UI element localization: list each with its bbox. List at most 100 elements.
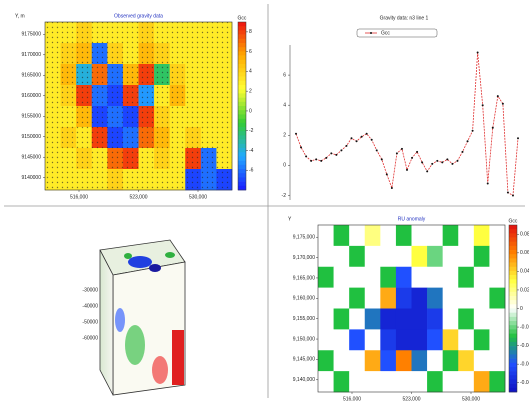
colorbar-step	[509, 362, 517, 368]
colorbar-tick-label: -0.06	[520, 361, 529, 367]
heat-cell	[442, 287, 459, 309]
data-point	[395, 152, 398, 155]
legend-box	[356, 28, 438, 38]
heat-cell	[333, 266, 350, 288]
data-point	[486, 182, 489, 185]
heat-cell	[395, 329, 412, 351]
y-axis-label: Y	[288, 216, 292, 222]
colorbar-label: Gcc	[509, 218, 518, 224]
y-tick-label: 0	[283, 163, 286, 169]
heat-cell	[427, 308, 443, 330]
heat-cell	[380, 266, 397, 288]
y-axis-label: Y, m	[15, 13, 25, 19]
cube-axis-label: -60000	[82, 335, 98, 341]
colorbar-step	[509, 341, 517, 347]
colorbar-step	[238, 38, 246, 44]
heat-cell	[318, 308, 334, 330]
colorbar-step	[509, 350, 517, 355]
heat-cell	[458, 287, 475, 309]
y-tick-label: 9,165,000	[293, 275, 315, 281]
colorbar-step	[509, 250, 517, 255]
colorbar-step	[238, 68, 246, 73]
colorbar-step	[238, 55, 246, 61]
data-point	[506, 191, 509, 194]
data-point	[476, 51, 479, 54]
colorbar-tick-label: 0	[249, 108, 252, 114]
legend-label: Gcc	[381, 30, 390, 36]
data-point	[451, 162, 454, 165]
colorbar-step	[238, 26, 246, 31]
heat-cell	[473, 350, 490, 372]
colorbar-step	[509, 354, 517, 359]
colorbar-step	[238, 72, 246, 77]
colorbar-step	[509, 329, 517, 334]
heat-cell	[333, 329, 350, 351]
heat-cell	[411, 329, 428, 351]
heat-cell	[380, 308, 397, 330]
colorbar-step	[509, 229, 517, 234]
colorbar-step	[509, 304, 517, 309]
data-point	[345, 144, 348, 147]
heat-cell	[411, 308, 428, 330]
colorbar-tick-label: 4	[249, 69, 252, 75]
data-point	[511, 194, 514, 197]
data-point	[355, 140, 358, 143]
data-point	[325, 156, 328, 159]
colorbar-step	[509, 266, 517, 272]
colorbar-step	[238, 169, 246, 174]
data-point	[305, 155, 308, 158]
heat-cell	[442, 371, 459, 393]
heat-cell	[318, 350, 334, 372]
heat-cell	[364, 329, 381, 351]
heat-cell	[349, 225, 366, 247]
data-point	[380, 158, 383, 161]
heat-cell	[349, 350, 366, 372]
colorbar-step	[238, 114, 246, 119]
heat-cell	[473, 225, 490, 247]
heat-cell	[333, 350, 350, 372]
heat-cell	[489, 329, 506, 351]
colorbar-step	[238, 34, 246, 40]
colorbar-step	[509, 387, 517, 393]
heat-cell	[473, 329, 490, 351]
y-tick-label: 9160000	[22, 93, 42, 99]
heat-cell	[489, 287, 506, 309]
heat-cell	[364, 266, 381, 288]
chart-title: Gravity data: n3 line 1	[380, 15, 429, 21]
heat-cell	[364, 225, 381, 247]
heat-cell	[489, 371, 506, 393]
heat-cell	[427, 329, 443, 351]
x-tick-label: 516,000	[70, 194, 88, 200]
heat-cell	[364, 371, 381, 393]
colorbar-tick-label: -0.02	[520, 324, 529, 330]
colorbar-step	[509, 346, 517, 351]
data-point	[315, 158, 318, 161]
heat-cell	[349, 371, 366, 393]
colorbar-step	[238, 30, 246, 35]
heat-cell	[318, 329, 334, 351]
heat-cell	[380, 287, 397, 309]
heat-cell	[411, 225, 428, 247]
colorbar-tick-label: 0.02	[520, 287, 529, 293]
heat-cell	[427, 266, 443, 288]
colorbar-step	[238, 135, 246, 140]
cube-blob	[124, 253, 132, 259]
colorbar-step	[509, 225, 517, 230]
heat-cell	[333, 287, 350, 309]
heat-cell	[380, 225, 397, 247]
colorbar-step	[509, 312, 517, 318]
colorbar-step	[509, 254, 517, 259]
heat-cell	[349, 266, 366, 288]
heat-cell	[427, 350, 443, 372]
colorbar-tick-label: -2	[249, 128, 254, 134]
heat-cell	[364, 245, 381, 268]
heat-cell	[458, 371, 475, 393]
colorbar-tick-label: 0.08	[520, 232, 529, 238]
cube-axis-label: -50000	[82, 319, 98, 325]
y-tick-label: -2	[282, 193, 287, 199]
colorbar-step	[238, 47, 246, 52]
colorbar-step	[238, 148, 246, 153]
x-tick-label: 523,000	[402, 396, 420, 401]
